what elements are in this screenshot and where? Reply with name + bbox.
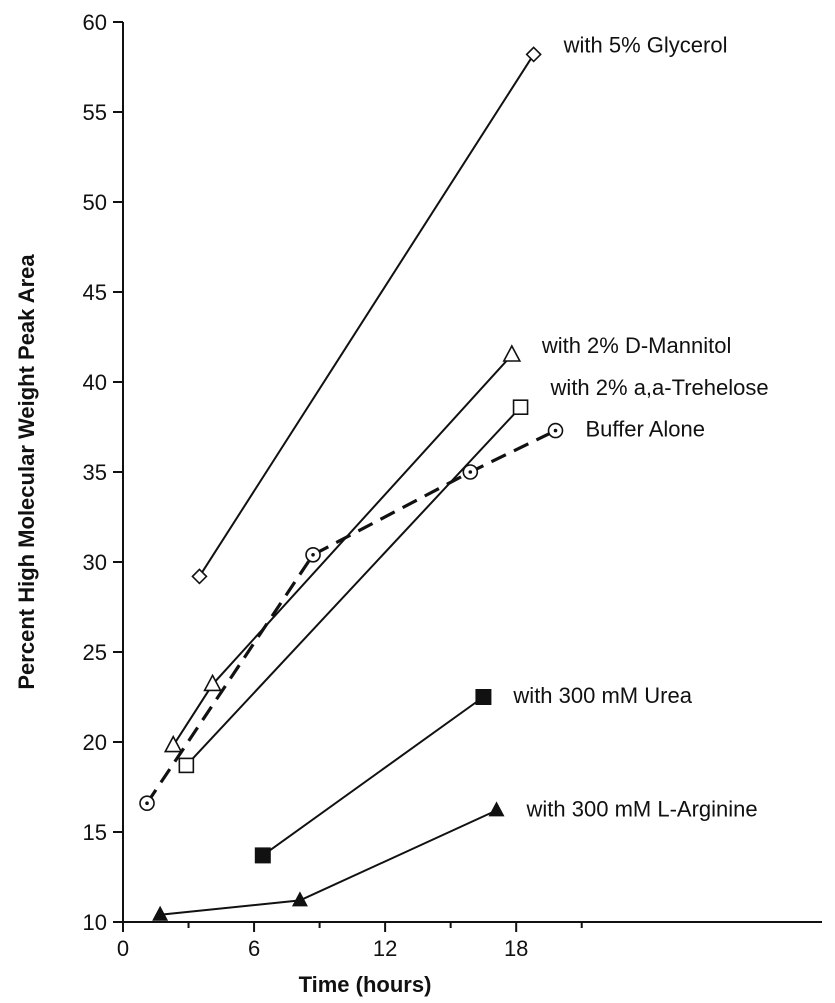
axes: 10 15 20 25 30 35 40 45 50 55 60 0 6 12 18 — [83, 10, 822, 961]
filled-square-marker — [475, 689, 492, 705]
data-point — [547, 422, 564, 439]
y-tick-label: 50 — [83, 190, 107, 215]
y-tick-label: 55 — [83, 100, 107, 125]
filled-square-marker — [254, 847, 271, 864]
data-point — [139, 795, 155, 812]
series-layer: with 5% Glycerol with 2% D-Mannitol with 2… — [139, 32, 769, 921]
series-label: with 5% Glycerol — [563, 32, 728, 57]
y-tick-label: 15 — [83, 820, 107, 845]
series: with 2% D-Mannitol — [163, 333, 732, 753]
triangle-marker — [163, 734, 183, 753]
y-axis-title: Percent High Molecular Weight Peak Area — [14, 254, 39, 690]
data-point — [462, 464, 479, 480]
y-tick-label: 60 — [83, 10, 107, 35]
filled-triangle-marker — [291, 891, 308, 907]
series: with 300 mM L-Arginine — [152, 796, 758, 921]
y-tick-label: 25 — [83, 640, 107, 665]
x-tick-label: 12 — [373, 936, 397, 961]
data-point — [254, 847, 271, 864]
series-line — [262, 696, 485, 857]
x-tick-label: 0 — [117, 936, 129, 961]
circle-dot — [553, 428, 558, 433]
y-tick-label: 40 — [83, 370, 107, 395]
series-label: with 2% a,a-Trehelose — [550, 375, 769, 400]
triangle-marker — [502, 344, 522, 362]
data-point — [291, 891, 308, 907]
diamond-marker — [191, 568, 208, 585]
data-point — [203, 673, 222, 692]
data-point — [502, 344, 522, 362]
data-point — [305, 546, 321, 563]
series-label: with 2% D-Mannitol — [541, 333, 732, 358]
series-line — [145, 429, 557, 805]
y-tick-label: 30 — [83, 550, 107, 575]
y-tick-label: 20 — [83, 730, 107, 755]
filled-triangle-marker — [488, 801, 505, 817]
x-tick-label: 18 — [504, 936, 528, 961]
data-point — [488, 801, 505, 817]
series: Buffer Alone — [139, 417, 705, 812]
series: with 300 mM Urea — [254, 683, 693, 864]
series-line — [160, 809, 497, 916]
filled-triangle-marker — [152, 905, 169, 921]
series: with 5% Glycerol — [191, 32, 728, 585]
triangle-marker — [203, 673, 222, 692]
data-point — [191, 568, 208, 585]
data-point — [152, 905, 169, 921]
x-tick-label: 6 — [248, 936, 260, 961]
x-axis-title: Time (hours) — [299, 972, 432, 997]
diamond-marker — [525, 46, 542, 63]
series-line — [198, 53, 535, 577]
series-line — [185, 406, 522, 767]
data-point — [163, 734, 183, 753]
data-point — [512, 399, 529, 416]
square-marker — [178, 757, 195, 774]
series: with 2% a,a-Trehelose — [178, 375, 769, 774]
data-point — [178, 757, 195, 774]
y-tick-label: 45 — [83, 280, 107, 305]
circle-dot — [145, 801, 149, 805]
data-point — [525, 46, 542, 63]
y-tick-label: 35 — [83, 460, 107, 485]
series-label: with 300 mM L-Arginine — [526, 796, 758, 821]
square-marker — [512, 399, 529, 416]
series-label: Buffer Alone — [586, 417, 705, 442]
data-point — [475, 689, 492, 705]
y-tick-label: 10 — [83, 910, 107, 935]
circle-dot — [311, 553, 315, 557]
circle-dot — [468, 470, 473, 474]
series-label: with 300 mM Urea — [512, 683, 692, 708]
